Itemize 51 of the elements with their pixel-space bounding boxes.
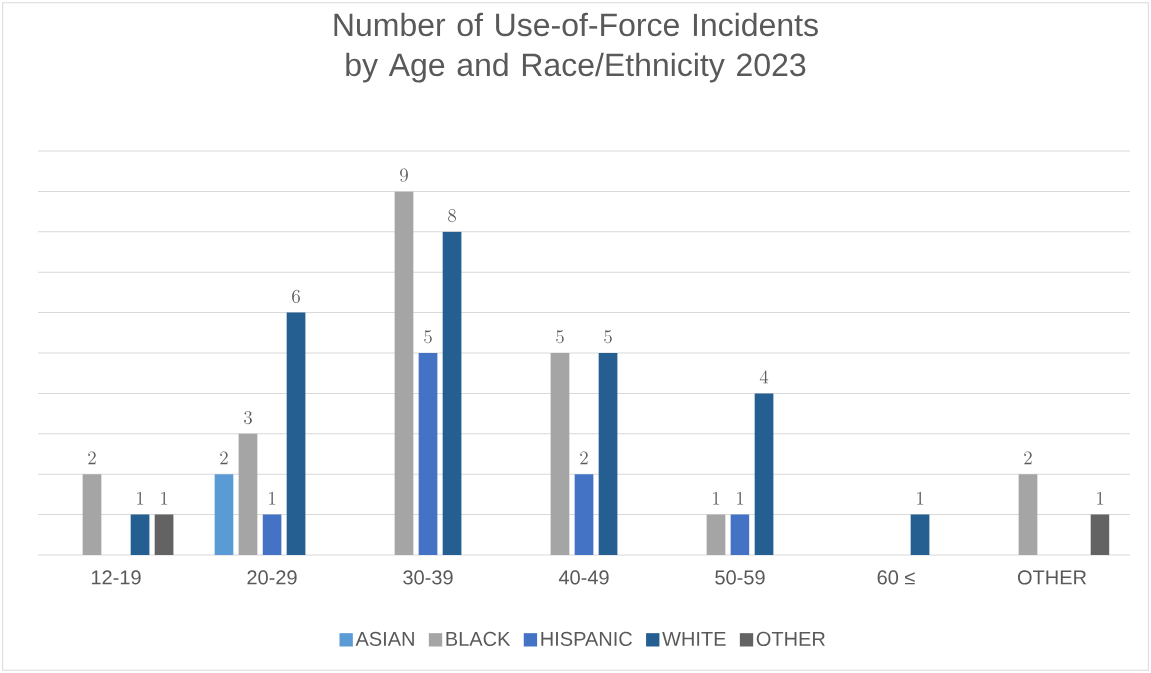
data-label: 1 xyxy=(713,491,720,505)
legend-label: BLACK xyxy=(446,631,511,646)
x-tick-label: 50-59 xyxy=(715,570,765,585)
data-label: 5 xyxy=(556,330,564,344)
data-label: 1 xyxy=(137,491,144,505)
legend-label: ASIAN xyxy=(355,631,414,646)
bar xyxy=(82,474,102,555)
data-label: 1 xyxy=(737,491,744,505)
bar xyxy=(706,514,726,555)
data-label: 6 xyxy=(292,289,300,303)
bar xyxy=(1018,474,1038,555)
data-label: 1 xyxy=(269,491,276,505)
legend-label: HISPANIC xyxy=(541,631,632,646)
x-tick-label: 40-49 xyxy=(558,570,609,585)
data-label: 1 xyxy=(917,491,924,505)
bar xyxy=(154,514,174,555)
data-label: 5 xyxy=(604,330,612,344)
legend-label: OTHER xyxy=(756,631,825,646)
x-tick-label: 30-39 xyxy=(403,570,453,585)
data-label: 1 xyxy=(161,491,168,505)
bar xyxy=(286,312,306,555)
bar xyxy=(214,474,234,555)
data-label: 2 xyxy=(88,451,96,465)
bar xyxy=(238,433,258,555)
x-tick-label: 60 ≤ xyxy=(877,570,915,585)
bar xyxy=(574,474,594,555)
data-label: 2 xyxy=(580,451,588,465)
bar xyxy=(130,514,150,555)
x-tick-label: 20-29 xyxy=(247,570,297,585)
data-label: 4 xyxy=(759,370,769,384)
bar xyxy=(910,514,930,555)
bar xyxy=(598,352,618,555)
bar xyxy=(262,514,282,555)
x-tick-label: 12-19 xyxy=(91,570,141,585)
data-label: 2 xyxy=(1024,451,1032,465)
bar xyxy=(418,352,438,555)
bar xyxy=(754,393,774,555)
data-label: 8 xyxy=(448,208,456,223)
data-label: 9 xyxy=(400,168,408,182)
bar xyxy=(550,352,570,555)
chart-title: Number of Use-of-Force Incidents by Age and Race/Ethnicity 2023 xyxy=(334,12,818,83)
bar xyxy=(394,191,414,555)
bar xyxy=(730,514,750,555)
bar xyxy=(442,231,462,555)
data-label: 2 xyxy=(220,451,228,465)
data-label: 1 xyxy=(1097,491,1104,505)
legend-label: WHITE xyxy=(662,631,726,646)
x-tick-label: OTHER xyxy=(1017,570,1087,585)
data-label: 5 xyxy=(424,330,432,344)
bar xyxy=(1090,514,1110,555)
data-label: 3 xyxy=(244,410,252,425)
